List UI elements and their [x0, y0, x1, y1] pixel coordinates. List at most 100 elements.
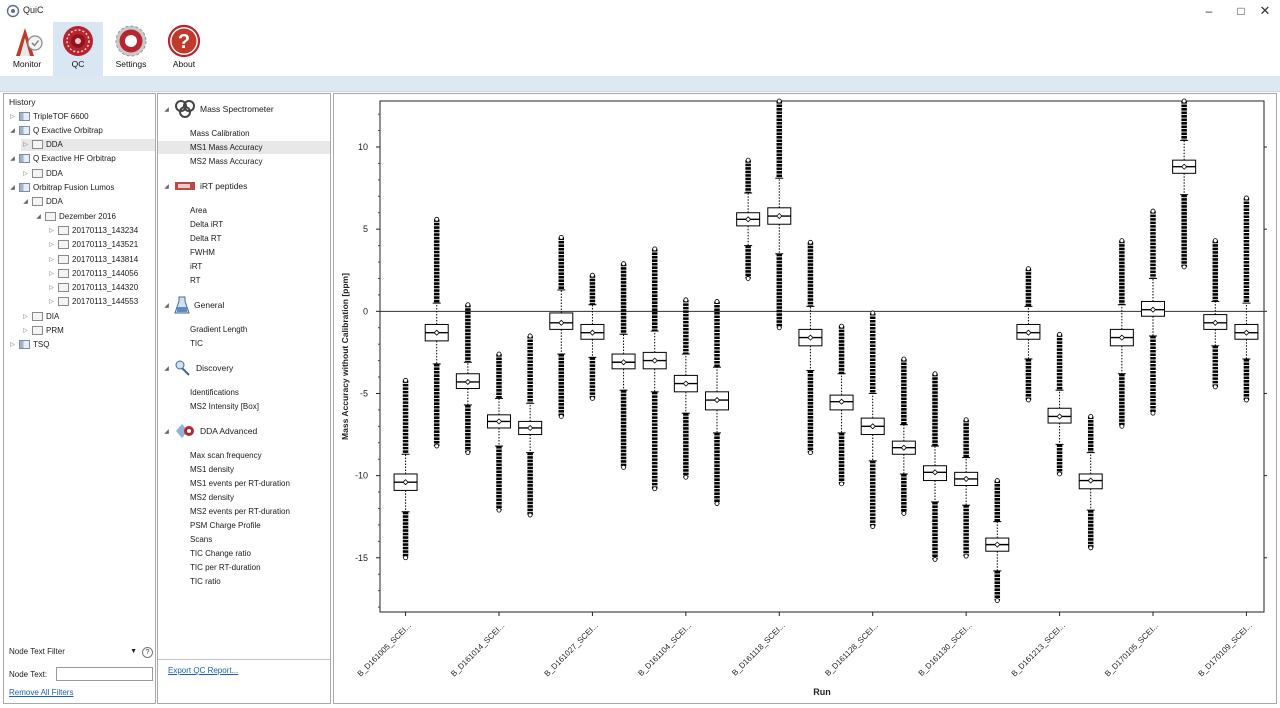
metric-item[interactable]: TIC — [190, 339, 203, 348]
metric-item[interactable]: MS2 density — [190, 493, 235, 502]
node-text-input[interactable] — [56, 667, 153, 681]
folder-icon — [32, 168, 43, 178]
tree-node-tsq[interactable]: ▷ TSQ — [8, 339, 155, 351]
box-1 — [393, 377, 418, 561]
expand-icon[interactable]: ▷ — [23, 328, 28, 334]
folder-icon — [32, 140, 43, 150]
metric-item[interactable]: Delta RT — [190, 234, 222, 243]
metric-item[interactable]: MS2 Mass Accuracy — [190, 157, 263, 166]
metric-item[interactable]: MS1 Mass Accuracy — [158, 141, 330, 154]
expand-icon[interactable]: ▷ — [49, 227, 54, 234]
expand-icon[interactable]: ▷ — [49, 285, 54, 292]
qc-button[interactable]: QC — [53, 22, 103, 76]
close-button[interactable]: ✕ — [1250, 2, 1280, 20]
collapse-icon[interactable]: ◢ — [164, 428, 169, 435]
tree-node-run[interactable]: ▷ 20170113_144056 — [47, 267, 155, 279]
collapse-icon[interactable]: ◢ — [23, 199, 28, 206]
tree-node-run[interactable]: ▷ 20170113_144553 — [47, 296, 155, 308]
metric-item[interactable]: MS1 density — [190, 465, 235, 474]
tree-node-orbitrap-fusion-lumos[interactable]: ◢ Orbitrap Fusion Lumos — [8, 182, 155, 194]
outlier-point-min — [1057, 471, 1062, 477]
metric-item[interactable]: Max scan frequency — [190, 451, 262, 460]
minimize-button[interactable]: – — [1194, 2, 1224, 20]
about-button[interactable]: ? About — [159, 22, 209, 76]
expand-icon[interactable]: ▷ — [23, 313, 28, 320]
box-8 — [611, 261, 636, 470]
category-irt-peptides[interactable]: ◢ iRT peptides — [162, 175, 247, 197]
expand-icon[interactable]: ▷ — [49, 256, 54, 263]
collapse-icon[interactable]: ◢ — [164, 302, 169, 309]
y-tick-label: 10 — [358, 142, 368, 152]
monitor-button[interactable]: Monitor — [2, 22, 52, 76]
node-filter-select[interactable]: Node Text Filter ▼ — [9, 647, 137, 659]
tree-node-q-exactive-orbitrap[interactable]: ◢ Q Exactive Orbitrap — [8, 124, 155, 136]
metric-item[interactable]: MS1 events per RT-duration — [190, 479, 290, 488]
mean-marker — [1212, 319, 1219, 326]
expand-icon[interactable]: ▷ — [23, 142, 28, 149]
folder-icon — [58, 225, 69, 235]
expand-icon[interactable]: ▷ — [23, 170, 28, 177]
category-mass-spectrometer[interactable]: ◢ Mass Spectrometer — [162, 98, 274, 120]
metric-item[interactable]: Scans — [190, 535, 213, 544]
tree-node-q-exactive-hf-orbitrap[interactable]: ◢ Q Exactive HF Orbitrap — [8, 153, 155, 165]
metric-item[interactable]: FWHM — [190, 248, 215, 257]
settings-label: Settings — [115, 59, 147, 69]
collapse-icon[interactable]: ◢ — [164, 106, 169, 113]
tree-node-run[interactable]: ▷ 20170113_143814 — [47, 253, 155, 265]
mean-marker — [776, 212, 783, 220]
metric-item[interactable]: Area — [190, 206, 207, 215]
outlier-point-min — [901, 511, 907, 516]
export-qc-report-link[interactable]: Export QC Report... — [168, 666, 239, 675]
expand-icon[interactable]: ▷ — [49, 242, 54, 249]
dda-advanced-icon — [174, 421, 200, 441]
tree-node-dia[interactable]: ▷ DIA — [21, 310, 155, 322]
metric-item[interactable]: Delta iRT — [190, 220, 224, 229]
tree-node-run[interactable]: ▷ 20170113_143234 — [47, 224, 155, 236]
collapse-icon[interactable]: ◢ — [36, 213, 41, 220]
collapse-icon[interactable]: ◢ — [164, 365, 169, 372]
tree-node-label: 20170113_144056 — [72, 268, 139, 278]
x-tick-label: B_D161014_SCEI... — [449, 621, 506, 678]
tree-node-prm[interactable]: ▷ PRM — [21, 325, 155, 337]
metric-item[interactable]: MS2 Intensity [Box] — [190, 402, 259, 411]
metric-item[interactable]: TIC ratio — [190, 577, 221, 586]
expand-icon[interactable]: ▷ — [10, 342, 15, 349]
expand-icon[interactable]: ▷ — [10, 113, 15, 120]
mean-marker — [931, 469, 939, 476]
category-dda-advanced[interactable]: ◢ DDA Advanced — [162, 420, 257, 442]
settings-button[interactable]: Settings — [106, 22, 156, 76]
metric-item[interactable]: PSM Charge Profile — [190, 521, 261, 530]
collapse-icon[interactable]: ◢ — [164, 183, 169, 190]
category-discovery[interactable]: ◢ Discovery — [162, 357, 233, 379]
tree-node-run[interactable]: ▷ 20170113_144320 — [47, 282, 155, 294]
help-icon[interactable]: ? — [142, 647, 153, 658]
mean-marker — [900, 444, 907, 451]
tree-node-dda[interactable]: ▷ DDA — [21, 167, 155, 179]
tree-node-tripletof-6600[interactable]: ▷ TripleTOF 6600 — [8, 110, 155, 122]
outlier-point-max — [465, 302, 471, 308]
metric-item[interactable]: Gradient Length — [190, 325, 248, 334]
expand-icon[interactable]: ▷ — [49, 299, 54, 306]
metric-item[interactable]: MS2 events per RT-duration — [190, 507, 290, 516]
tree-node-dezember-2016[interactable]: ◢ Dezember 2016 — [34, 210, 155, 222]
outlier-point-min — [558, 414, 564, 419]
metric-item[interactable]: TIC per RT-duration — [190, 563, 261, 572]
metric-item[interactable]: Identifications — [190, 388, 239, 397]
metric-item[interactable]: TIC Change ratio — [190, 549, 251, 558]
expand-icon[interactable]: ▷ — [49, 270, 54, 277]
collapse-icon[interactable]: ◢ — [10, 185, 15, 191]
collapse-icon[interactable]: ◢ — [10, 156, 15, 163]
metric-item[interactable]: Mass Calibration — [190, 129, 250, 138]
app-logo-icon — [6, 4, 20, 18]
collapse-icon[interactable]: ◢ — [10, 127, 15, 134]
metric-item[interactable]: iRT — [190, 262, 203, 271]
tree-node-label: 20170113_144553 — [72, 297, 139, 307]
maximize-button[interactable]: □ — [1226, 2, 1256, 20]
metric-item[interactable]: RT — [190, 276, 201, 285]
tree-node-dda[interactable]: ◢ DDA — [21, 196, 155, 208]
tree-node-dda[interactable]: ▷ DDA — [21, 138, 155, 151]
outlier-point-min — [776, 325, 782, 331]
remove-all-filters-link[interactable]: Remove All Filters — [9, 688, 74, 697]
tree-node-run[interactable]: ▷ 20170113_143521 — [47, 239, 155, 251]
category-general[interactable]: ◢ General — [162, 294, 224, 316]
